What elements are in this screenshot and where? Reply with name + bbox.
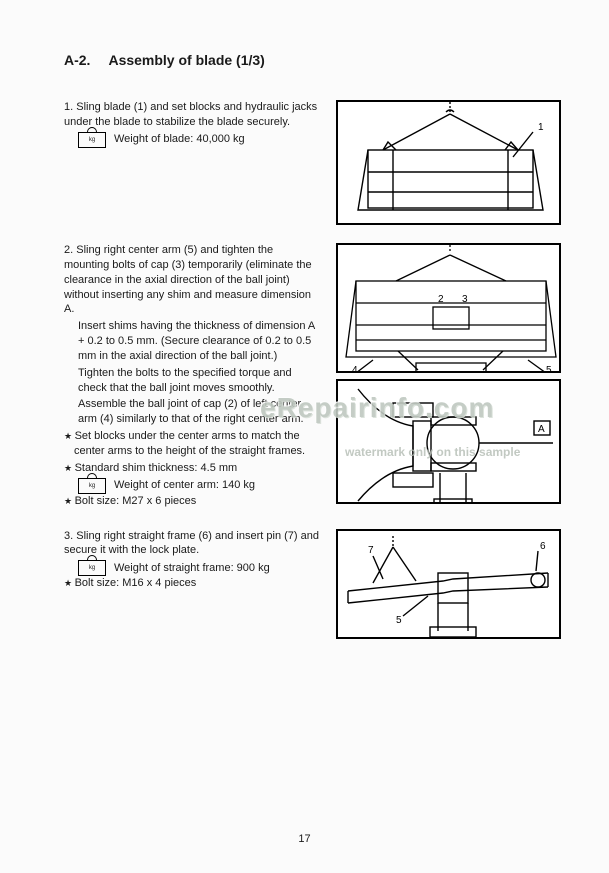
callout-4: 4 [352, 365, 358, 373]
figure-blade-sling: 1 [336, 100, 561, 225]
step-1-body: Sling blade (1) and set blocks and hydra… [64, 101, 317, 128]
step-2-star-c: Bolt size: M27 x 6 pieces [64, 494, 320, 509]
step-1-text: 1. Sling blade (1) and set blocks and hy… [64, 100, 320, 148]
step-2-row: 2. Sling right center arm (5) and tighte… [64, 243, 561, 511]
step-1-number: 1. [64, 101, 73, 113]
step-3-body: Sling right straight frame (6) and inser… [64, 530, 319, 557]
step-2-body-a: Sling right center arm (5) and tighten t… [64, 244, 312, 315]
callout-5: 5 [546, 365, 552, 373]
step-1-weight: kg Weight of blade: 40,000 kg [78, 132, 320, 148]
manual-page: A-2. Assembly of blade (1/3) 1. Sling bl… [0, 0, 609, 873]
step-2-body-b: Insert shims having the thickness of dim… [64, 319, 320, 364]
step-2-text: 2. Sling right center arm (5) and tighte… [64, 243, 320, 511]
figure-center-arm: 2 3 4 5 [336, 243, 561, 373]
step-3-weight-label: Weight of straight frame: 900 kg [114, 561, 270, 576]
step-1-figure-col: 1 [336, 100, 561, 225]
step-2-body-d: Assemble the ball joint of cap (2) of le… [64, 397, 320, 427]
step-2-star-a: Set blocks under the center arms to matc… [64, 429, 320, 459]
figure-ball-joint: A [336, 379, 561, 504]
step-2-weight: kg Weight of center arm: 140 kg [78, 478, 320, 494]
step-3-figure-col: 7 6 5 [336, 529, 561, 639]
blade-sling-svg: 1 [338, 102, 561, 225]
step-3-star-a: Bolt size: M16 x 4 pieces [64, 576, 320, 591]
callout-3: 3 [462, 294, 468, 305]
step-1-row: 1. Sling blade (1) and set blocks and hy… [64, 100, 561, 225]
section-title: Assembly of blade (1/3) [108, 52, 264, 68]
figure-straight-frame: 7 6 5 [336, 529, 561, 639]
weight-icon: kg [78, 132, 106, 148]
step-3-number: 3. [64, 530, 73, 542]
step-1-weight-label: Weight of blade: 40,000 kg [114, 132, 245, 147]
ball-joint-svg: A [338, 381, 561, 504]
step-2-number: 2. [64, 244, 73, 256]
step-3-weight: kg Weight of straight frame: 900 kg [78, 560, 320, 576]
callout-5b: 5 [396, 615, 402, 626]
callout-2: 2 [438, 294, 444, 305]
page-number: 17 [0, 833, 609, 845]
step-2-star-b: Standard shim thickness: 4.5 mm [64, 461, 320, 476]
callout-6: 6 [540, 541, 546, 552]
step-2-body-c: Tighten the bolts to the specified torqu… [64, 366, 320, 396]
step-3-row: 3. Sling right straight frame (6) and in… [64, 529, 561, 639]
weight-icon: kg [78, 560, 106, 576]
section-header: A-2. Assembly of blade (1/3) [64, 52, 561, 68]
straight-frame-svg: 7 6 5 [338, 531, 561, 639]
step-2-weight-label: Weight of center arm: 140 kg [114, 478, 255, 493]
callout-1: 1 [538, 122, 544, 133]
callout-7: 7 [368, 545, 374, 556]
center-arm-svg: 2 3 4 5 [338, 245, 561, 373]
step-3-text: 3. Sling right straight frame (6) and in… [64, 529, 320, 594]
section-number: A-2. [64, 52, 90, 68]
weight-icon: kg [78, 478, 106, 494]
step-2-figure-col: 2 3 4 5 [336, 243, 561, 504]
callout-A: A [538, 424, 545, 435]
